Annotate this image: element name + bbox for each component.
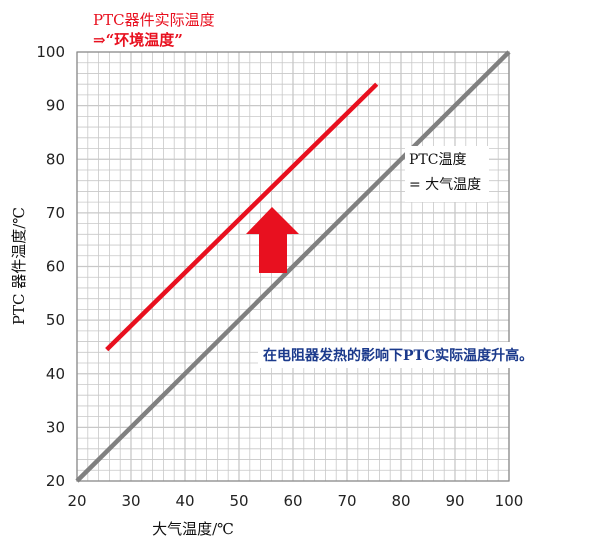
y-tick-label: 20 [46, 472, 65, 490]
x-tick-labels: 20 30 40 50 60 70 80 90 100 [67, 492, 523, 510]
y-tick-label: 100 [36, 43, 65, 61]
x-tick-label: 80 [391, 492, 410, 510]
x-tick-label: 100 [495, 492, 524, 510]
red-line-annotation-line2: ⇒“环境温度” [93, 31, 183, 49]
x-tick-label: 90 [445, 492, 464, 510]
series-lines [75, 50, 511, 483]
plot-frame [76, 51, 510, 482]
series-ptc-actual-temperature [105, 82, 379, 352]
x-tick-label: 20 [67, 492, 86, 510]
red-line-annotation-line1: PTC器件实际温度 [93, 11, 215, 29]
red-line-annotation: PTC器件实际温度 ⇒“环境温度” [93, 10, 215, 50]
y-tick-labels: 20 30 40 50 60 70 80 90 100 [36, 43, 65, 490]
y-tick-label: 90 [46, 97, 65, 115]
y-tick-label: 30 [46, 418, 65, 436]
series-ptc-equals-ambient [75, 50, 511, 483]
x-tick-label: 50 [229, 492, 248, 510]
y-axis-label: PTC 器件温度/℃ [10, 207, 28, 325]
gray-line-annotation-line2: = 大气温度 [409, 177, 482, 193]
y-tick-label: 50 [46, 311, 65, 329]
gray-line-annotation-line1: PTC温度 [409, 152, 467, 168]
plot-border [76, 51, 510, 482]
x-axis-label: 大气温度/℃ [152, 520, 234, 538]
rise-annotation: 在电阻器发热的影响下PTC实际温度升高。 [258, 342, 539, 368]
y-tick-label: 70 [46, 204, 65, 222]
x-tick-label: 60 [283, 492, 302, 510]
x-tick-label: 70 [337, 492, 356, 510]
y-tick-label: 80 [46, 150, 65, 168]
rise-arrow [246, 207, 299, 273]
grid [76, 51, 510, 482]
x-tick-label: 40 [175, 492, 194, 510]
y-tick-label: 40 [46, 365, 65, 383]
x-tick-label: 30 [121, 492, 140, 510]
y-tick-label: 60 [46, 258, 65, 276]
gray-line-annotation: PTC温度 = 大气温度 [405, 146, 490, 202]
